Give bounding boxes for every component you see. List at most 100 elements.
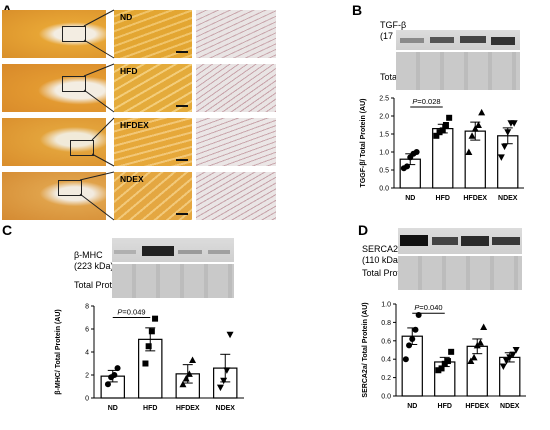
chart-c-point bbox=[223, 367, 231, 374]
chart-b-point bbox=[501, 143, 509, 151]
blot-b-band-image bbox=[396, 30, 520, 50]
chart-d-x-tick-label: ND bbox=[407, 403, 417, 410]
panel-label-b: B bbox=[352, 2, 363, 18]
chart-c-x-tick-label: HFD bbox=[143, 405, 157, 412]
inset-box-hfd bbox=[62, 76, 86, 92]
chart-d-point bbox=[499, 363, 507, 371]
chart-c-y-tick-label: 0 bbox=[85, 396, 89, 403]
chart-c-point bbox=[226, 331, 234, 339]
chart-c-y-tick-label: 8 bbox=[85, 304, 89, 311]
chart-b: 0.0 0.5 1.0 1.5 2.0 2.5 TGGF-β/ Total Protein … bbox=[360, 96, 524, 202]
row-label-hfd: HFD bbox=[120, 66, 138, 76]
histology-panel: ND HFD HFDEX NDEX bbox=[2, 0, 342, 222]
chart-d-y-tick-label: 0.6 bbox=[381, 338, 391, 345]
chart-b-x-tick-label: HFDEX bbox=[463, 195, 487, 202]
histology-connectors bbox=[79, 9, 188, 221]
chart-b-point bbox=[465, 148, 473, 155]
chart-c-y-tick-label: 2 bbox=[85, 373, 89, 380]
chart-d-point bbox=[438, 365, 445, 372]
chart-b-x-tick-label: ND bbox=[405, 195, 415, 202]
chart-c-point bbox=[148, 328, 155, 335]
chart-c-x-tick-label: ND bbox=[108, 405, 118, 412]
chart-d-y-tick-label: 0.4 bbox=[381, 357, 391, 364]
histology-zoom-hfdex bbox=[114, 118, 192, 166]
chart-b-point bbox=[446, 114, 453, 121]
histology-picro-hfd bbox=[196, 64, 276, 112]
chart-c-point bbox=[104, 381, 111, 388]
chart-c-p-value: P=0.049 bbox=[117, 308, 145, 317]
blot-c-kda: (223 kDa) bbox=[74, 261, 114, 271]
row-label-nd: ND bbox=[120, 12, 133, 22]
chart-b-point bbox=[510, 120, 518, 127]
chart-b-y-axis-label: TGGF-β/ Total Protein (AU) bbox=[360, 99, 367, 188]
histology-overview-nd bbox=[2, 10, 106, 58]
chart-b-point bbox=[471, 125, 479, 132]
chart-d-x-tick-label: HFD bbox=[438, 403, 452, 410]
chart-b-x-tick-label: NDEX bbox=[498, 195, 518, 202]
chart-d-bar-hfd bbox=[434, 361, 456, 397]
chart-d-y-tick-label: 0.8 bbox=[381, 320, 391, 327]
chart-b-point bbox=[468, 132, 476, 139]
blot-c-total-protein-label: Total Protein bbox=[74, 280, 125, 290]
chart-b-point bbox=[433, 132, 440, 139]
chart-b-point bbox=[404, 163, 411, 170]
chart-b-point bbox=[478, 108, 486, 116]
chart-c-point bbox=[145, 343, 152, 350]
histology-zoom-hfd bbox=[114, 64, 192, 112]
blot-c-title: β-MHC bbox=[74, 250, 103, 260]
chart-c-point bbox=[185, 370, 193, 377]
chart-c-y-tick-label: 4 bbox=[85, 350, 89, 357]
blot-d-total-protein-image bbox=[398, 256, 522, 290]
chart-b-y-tick-label: 2.0 bbox=[379, 114, 389, 121]
chart-d-point bbox=[476, 339, 484, 346]
chart-d-point bbox=[412, 326, 419, 333]
chart-d-p-value: P=0.040 bbox=[414, 303, 442, 312]
chart-c-y-axis-label: β-MHC/ Total Protein (AU) bbox=[55, 309, 62, 394]
chart-c-point bbox=[220, 377, 228, 385]
chart-c-point bbox=[142, 360, 149, 367]
chart-d: 0.0 0.2 0.4 0.6 0.8 1.0 SERCA2a/ Total Protein… bbox=[362, 302, 526, 410]
chart-d-bar-nd bbox=[401, 335, 423, 397]
chart-c-point bbox=[111, 372, 118, 378]
histology-zoom-nd bbox=[114, 10, 192, 58]
chart-d-point bbox=[444, 358, 451, 365]
histology-zoom-ndex bbox=[114, 172, 192, 220]
histology-overview-hfd bbox=[2, 64, 106, 112]
blot-d-band-image bbox=[398, 228, 522, 254]
chart-b-point bbox=[439, 127, 446, 134]
chart-c-point bbox=[216, 384, 224, 392]
chart-d-point bbox=[435, 367, 442, 374]
histology-overview-hfdex bbox=[2, 118, 106, 166]
chart-b-point bbox=[436, 129, 443, 136]
chart-d-point bbox=[503, 358, 511, 365]
chart-d-point bbox=[467, 357, 475, 365]
chart-b-y-tick-label: 0.5 bbox=[379, 168, 389, 175]
blot-b-title: TGF-β bbox=[380, 20, 407, 30]
chart-d-point bbox=[441, 360, 448, 367]
chart-c: 0 2 4 6 8 β-MHC/ Total Protein (AU) ND HFD HFDEX… bbox=[55, 304, 244, 412]
chart-d-y-axis-label: SERCA2a/ Total Protein (AU) bbox=[362, 302, 369, 397]
blot-d-kda: (110 kDa) bbox=[362, 255, 401, 265]
chart-d-point bbox=[448, 348, 455, 355]
histology-picro-hfdex bbox=[196, 118, 276, 166]
chart-d-y-tick-label: 1.0 bbox=[381, 302, 391, 309]
chart-b-p-value: P=0.028 bbox=[412, 97, 440, 106]
chart-d-point bbox=[480, 323, 488, 330]
chart-c-x-tick-label: HFDEX bbox=[176, 405, 200, 412]
chart-c-point bbox=[114, 365, 121, 372]
histology-picro-nd bbox=[196, 10, 276, 58]
chart-d-point bbox=[406, 342, 413, 349]
row-label-hfdex: HFDEX bbox=[120, 120, 149, 130]
blot-b-total-protein-image bbox=[396, 52, 520, 90]
chart-d-y-tick-label: 0.0 bbox=[381, 394, 391, 401]
chart-b-y-tick-label: 1.5 bbox=[379, 132, 389, 139]
inset-box-hfdex bbox=[70, 140, 94, 156]
chart-d-point bbox=[409, 335, 416, 342]
chart-d-bar-ndex bbox=[499, 356, 521, 397]
chart-c-y-tick-label: 6 bbox=[85, 327, 89, 334]
inset-box-ndex bbox=[58, 180, 82, 196]
chart-b-point bbox=[442, 122, 449, 128]
chart-d-x-tick-label: HFDEX bbox=[465, 403, 489, 410]
chart-c-point bbox=[189, 356, 197, 364]
chart-b-y-tick-label: 1.0 bbox=[379, 150, 389, 157]
